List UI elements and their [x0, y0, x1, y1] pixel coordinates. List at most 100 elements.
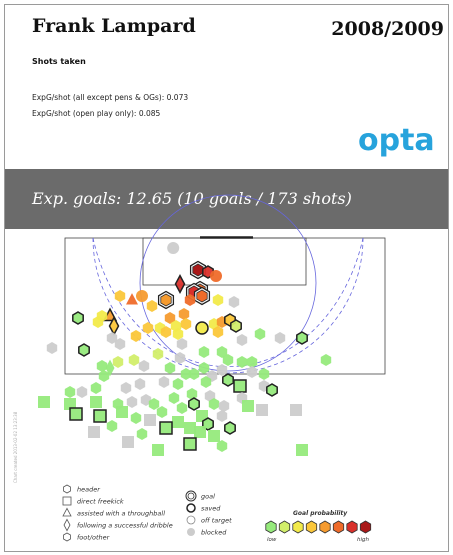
shot-markers	[38, 242, 332, 456]
shot-marker	[216, 440, 228, 452]
shot-marker	[142, 322, 154, 334]
shot-marker	[208, 430, 220, 442]
legend-outcome-label: saved	[201, 505, 221, 513]
shot-marker	[64, 398, 76, 410]
shot-marker	[98, 370, 110, 382]
legend-probability-swatch	[359, 520, 372, 534]
legend-type-label: assisted with a throughball	[77, 510, 165, 518]
shot-marker	[216, 410, 228, 422]
shot-marker	[258, 368, 270, 380]
shot-marker	[195, 321, 209, 335]
shot-marker	[130, 330, 142, 342]
shot-marker	[274, 332, 286, 344]
shot-marker	[246, 356, 258, 368]
chart-subtitle: Shots taken	[32, 57, 86, 66]
shot-marker	[266, 383, 278, 397]
shot-marker	[138, 360, 150, 372]
legend-type-label: foot/other	[77, 534, 111, 542]
legend-offtarget-marker	[186, 515, 196, 525]
legend-goal-inner	[187, 492, 195, 500]
shot-marker	[152, 348, 164, 360]
shot-marker	[222, 354, 234, 366]
shot-marker	[114, 338, 126, 350]
shot-marker	[320, 354, 332, 366]
legend-type-label: direct freekick	[77, 498, 124, 506]
shot-marker	[246, 366, 258, 378]
shot-marker	[210, 270, 222, 282]
shot-marker	[189, 260, 207, 280]
shot-marker	[290, 404, 302, 416]
shot-marker	[172, 416, 184, 428]
shot-marker	[164, 312, 176, 324]
shot-marker	[236, 334, 248, 346]
shot-marker	[122, 436, 134, 448]
shot-marker	[188, 397, 200, 411]
shot-marker	[69, 407, 83, 421]
chart-created-note: Chart created 2013-02-02 13:23:38	[13, 411, 18, 483]
shot-marker	[148, 398, 160, 410]
opta-logo: opta	[358, 123, 435, 158]
legend-probability-swatch	[292, 520, 304, 534]
shot-marker	[128, 354, 140, 366]
shot-marker	[72, 311, 84, 325]
shot-marker	[193, 286, 211, 306]
shot-marker	[106, 332, 118, 344]
shot-marker	[78, 343, 90, 357]
shot-marker	[160, 326, 172, 338]
shot-marker	[296, 331, 308, 345]
legend-type-label: header	[77, 486, 101, 494]
shot-marker	[134, 378, 146, 390]
shot-marker	[90, 382, 102, 394]
legend-probability-swatch	[332, 520, 345, 534]
shot-marker	[144, 414, 156, 426]
expg-per-shot-open-play: ExpG/shot (open play only): 0.085	[32, 109, 161, 118]
shot-marker	[164, 362, 176, 374]
shot-marker	[116, 406, 128, 418]
shot-marker	[218, 400, 230, 412]
legend-probability-swatch	[319, 520, 331, 534]
legend-outcome-label: blocked	[201, 529, 227, 537]
shot-marker	[180, 318, 192, 330]
shot-marker	[126, 293, 138, 305]
shot-marker	[64, 386, 76, 398]
shot-marker	[114, 290, 126, 302]
shot-marker	[157, 290, 175, 310]
shot-marker	[158, 376, 170, 388]
shot-marker	[120, 382, 132, 394]
season-label: 2008/2009	[331, 18, 444, 40]
shot-marker	[136, 290, 148, 302]
shot-marker	[236, 356, 248, 368]
legend-probability-title: Goal probability	[293, 510, 348, 517]
shot-marker	[156, 406, 168, 418]
shot-marker	[216, 346, 228, 358]
shot-marker	[93, 409, 107, 423]
shot-marker	[38, 396, 50, 408]
shot-marker	[174, 352, 186, 364]
shot-marker	[172, 378, 184, 390]
shot-marker	[186, 388, 198, 400]
shot-marker	[106, 420, 118, 432]
shot-marker	[96, 360, 108, 372]
shot-marker	[130, 412, 142, 424]
outer-dashed-arc	[92, 237, 364, 374]
shot-marker	[90, 396, 102, 408]
shot-marker	[172, 328, 184, 340]
shot-marker	[254, 328, 266, 340]
legend-outcome-label: off target	[201, 517, 232, 525]
shot-marker	[198, 362, 210, 374]
shot-marker	[178, 308, 190, 320]
shot-map-chart: header direct freekick assisted with a thr…	[13, 194, 386, 543]
shot-marker	[200, 376, 212, 388]
legend-probability-swatch	[305, 520, 318, 534]
shot-marker	[176, 338, 188, 350]
shot-marker	[146, 300, 158, 312]
shot-marker	[296, 444, 308, 456]
shot-marker	[167, 242, 180, 254]
legend-blocked-marker	[187, 528, 195, 536]
shot-marker	[224, 421, 236, 435]
legend-probability-swatch	[278, 520, 291, 534]
pitch-markings	[64, 194, 386, 375]
shot-marker	[228, 296, 240, 308]
legend-probability-swatch	[265, 520, 277, 534]
shot-marker	[92, 316, 104, 328]
